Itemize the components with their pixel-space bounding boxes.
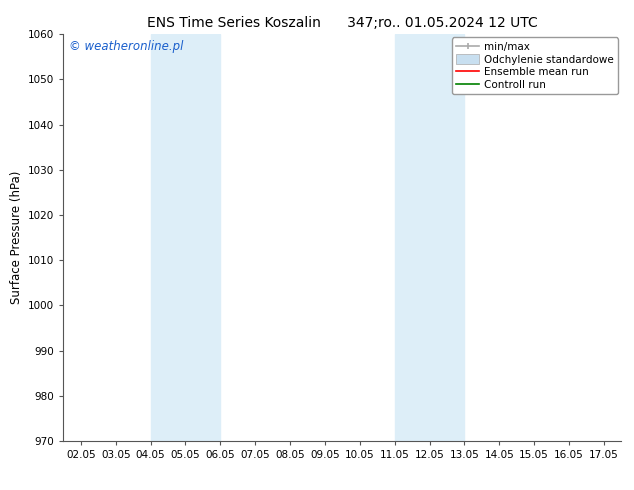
Bar	[394, 34, 464, 441]
Y-axis label: Surface Pressure (hPa): Surface Pressure (hPa)	[10, 171, 23, 304]
Text: © weatheronline.pl: © weatheronline.pl	[69, 40, 183, 53]
Bar	[150, 34, 221, 441]
Legend: min/max, Odchylenie standardowe, Ensemble mean run, Controll run: min/max, Odchylenie standardowe, Ensembl…	[452, 37, 618, 95]
Title: ENS Time Series Koszalin      347;ro.. 01.05.2024 12 UTC: ENS Time Series Koszalin 347;ro.. 01.05.…	[147, 16, 538, 30]
